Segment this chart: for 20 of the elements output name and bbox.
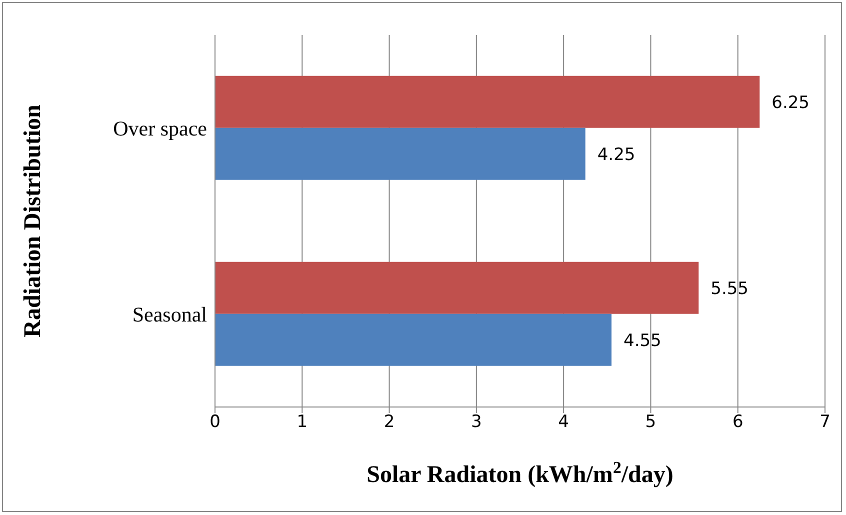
data-label: 4.25 xyxy=(597,144,636,165)
x-axis-title: Solar Radiaton (kWh/m$^{2}$/day) xyxy=(366,458,674,488)
x-tick-label: 5 xyxy=(645,412,656,432)
y-tick-label: Over space xyxy=(113,116,207,140)
bar xyxy=(215,314,612,366)
data-label: 6.25 xyxy=(772,92,810,113)
x-tick-label: 4 xyxy=(558,412,569,432)
bar xyxy=(215,76,760,128)
data-label: 4.55 xyxy=(624,330,662,351)
x-tick-label: 0 xyxy=(210,412,220,432)
x-tick-label: 2 xyxy=(384,412,395,432)
x-tick-label: 1 xyxy=(296,412,308,432)
y-axis-title: Radiation Distribution xyxy=(20,104,46,338)
data-label: 5.55 xyxy=(710,278,748,299)
x-tick-label: 6 xyxy=(732,412,744,432)
y-tick-label: Seasonal xyxy=(132,302,208,326)
bar xyxy=(215,128,586,180)
bar xyxy=(215,262,699,314)
x-tick-label: 7 xyxy=(820,412,830,432)
x-tick-label: 3 xyxy=(471,412,482,432)
